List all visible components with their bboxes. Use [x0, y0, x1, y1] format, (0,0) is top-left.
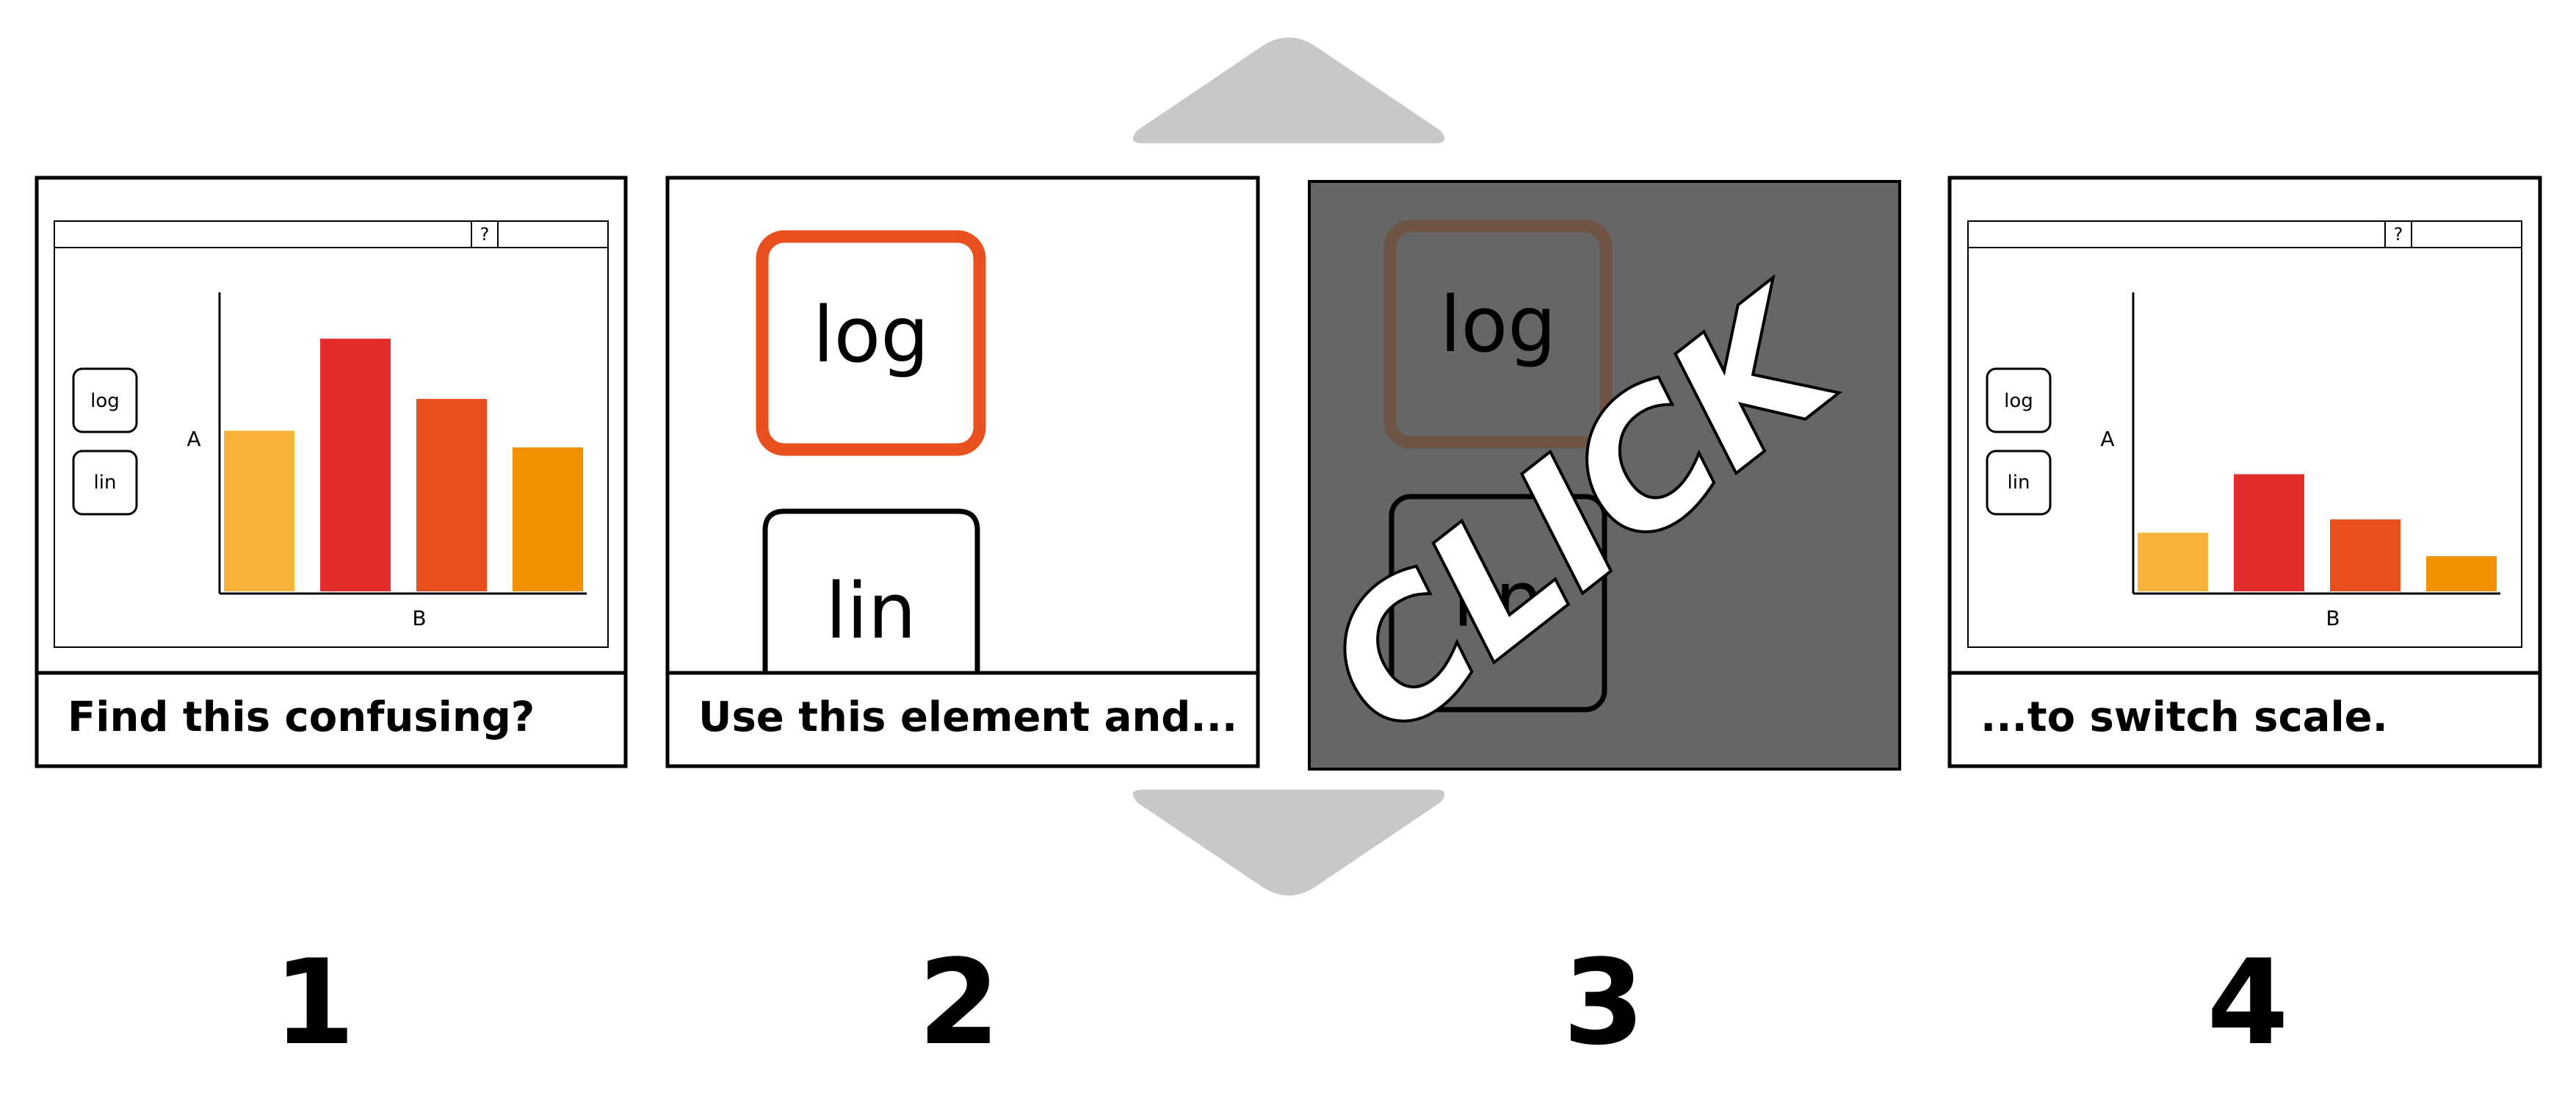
lin-button-dimmed-label: lin [1452, 555, 1544, 644]
bar [2426, 556, 2497, 591]
help-button[interactable] [471, 220, 499, 248]
panel-1: ? log lin A B Find this confusing? [35, 176, 628, 768]
log-button[interactable] [1986, 367, 2052, 433]
caption-1: Find this confusing? [68, 693, 535, 741]
step-number-3: 3 [1563, 934, 1644, 1071]
x-axis-label: B [412, 606, 426, 630]
mini-window: ? log lin A B [54, 220, 609, 648]
lin-button-label: lin [94, 472, 117, 494]
panel-2: log lin Use this element and... [665, 176, 1260, 768]
down-arrow-icon[interactable] [1132, 790, 1445, 895]
log-button-label: log [2004, 390, 2033, 412]
log-button-pressed[interactable] [1383, 220, 1613, 449]
bar [224, 430, 294, 591]
log-button-zoomed-label: log [813, 290, 930, 380]
step-number-4: 4 [2207, 934, 2288, 1071]
log-button-label: log [90, 390, 120, 412]
caption-box [665, 671, 1260, 768]
bar-chart-log [2132, 292, 2500, 595]
bar [513, 447, 583, 591]
bar [2138, 533, 2208, 591]
panel-4: ? log lin A B ...to switch scale. [1947, 176, 2542, 768]
y-axis-label: A [187, 427, 200, 451]
help-icon: ? [2394, 224, 2403, 245]
lin-button[interactable] [72, 450, 138, 516]
help-icon: ? [480, 224, 490, 245]
log-button[interactable] [72, 367, 138, 433]
bar [2234, 474, 2304, 591]
log-button-pressed-label: log [1440, 280, 1557, 369]
y-axis-label: A [2100, 427, 2114, 451]
help-button[interactable] [2384, 220, 2412, 248]
bar [320, 339, 391, 591]
bar [2330, 519, 2400, 591]
lin-button[interactable] [1986, 450, 2052, 516]
lin-button-label: lin [2008, 472, 2030, 494]
lin-button-dimmed[interactable] [1389, 494, 1607, 713]
step-number-2: 2 [918, 934, 999, 1071]
step-number-1: 1 [273, 934, 355, 1071]
caption-box [1947, 671, 2542, 768]
caption-box [35, 671, 628, 768]
caption-4: ...to switch scale. [1980, 693, 2388, 741]
mini-window: ? log lin A B [1967, 220, 2522, 648]
bar [416, 399, 487, 591]
lin-button-zoomed[interactable] [762, 508, 980, 673]
panel-3: log lin CLICK [1286, 180, 1901, 778]
bar-chart-linear [218, 292, 587, 595]
lin-button-zoomed-label: lin [825, 566, 916, 656]
caption-2: Use this element and... [698, 693, 1237, 741]
up-arrow-icon[interactable] [1132, 37, 1445, 143]
log-button-zoomed[interactable] [756, 230, 986, 456]
x-axis-label: B [2326, 606, 2340, 630]
